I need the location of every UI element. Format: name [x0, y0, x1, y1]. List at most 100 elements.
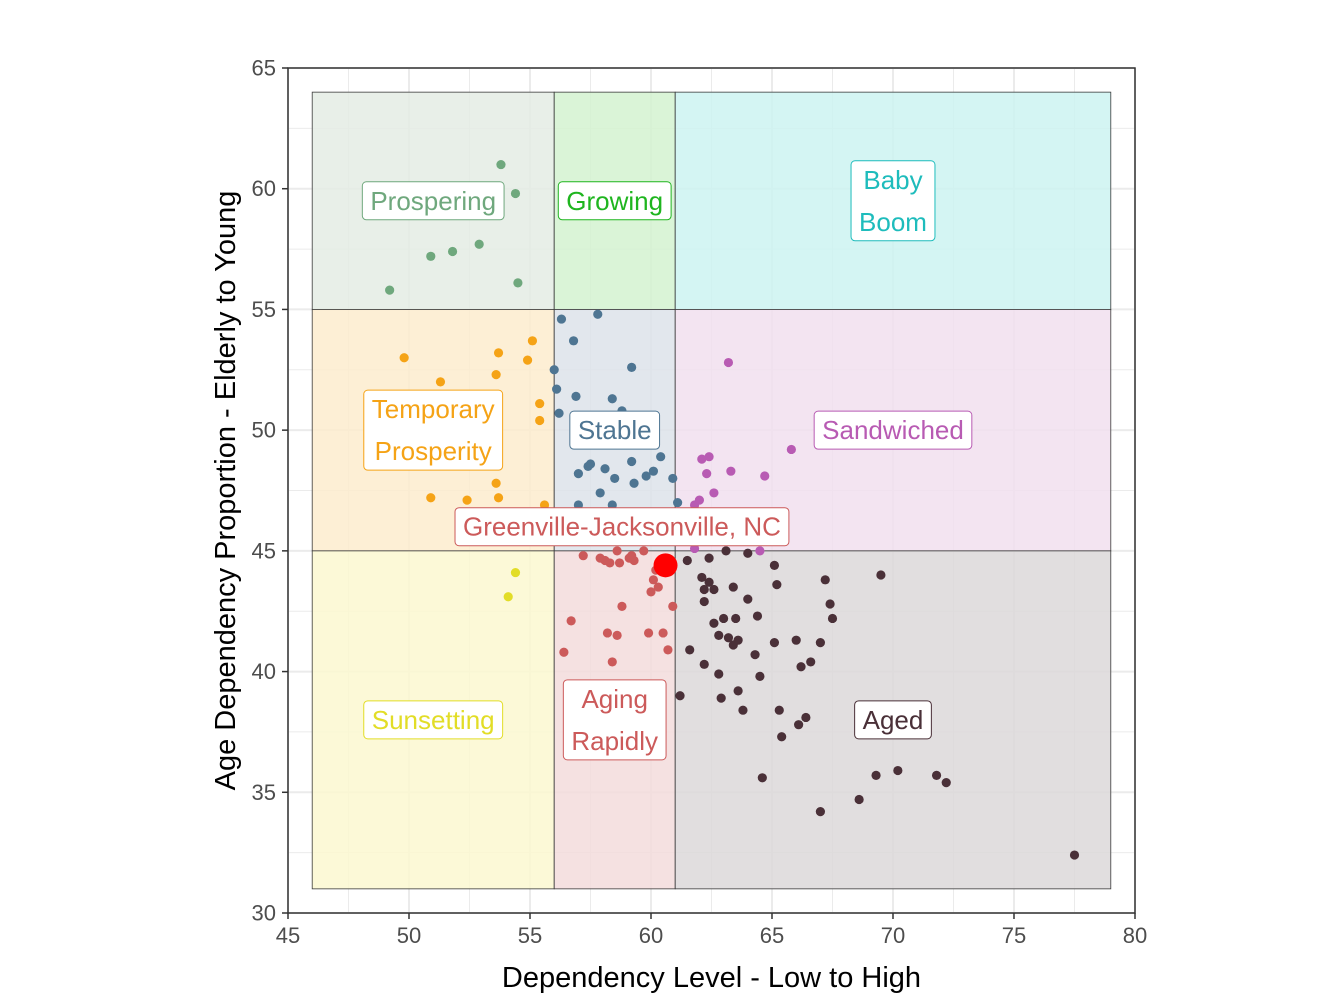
x-tick-label: 80 [1123, 923, 1147, 948]
highlight-point [653, 553, 678, 578]
point-aged [731, 613, 741, 624]
point-aged [733, 686, 743, 696]
point-aged [699, 584, 709, 595]
zone-label-sunsetting-box [363, 700, 504, 740]
point-aging-rapidly [612, 546, 622, 556]
point-aging-rapidly [578, 551, 588, 561]
point-aged [806, 657, 816, 667]
point-aged [757, 773, 767, 783]
zone-label-baby-boom: Baby Boom [850, 160, 936, 242]
point-aged [719, 613, 729, 624]
zone-label-aging-rapidly-text: Rapidly [571, 726, 658, 756]
point-stable [607, 394, 617, 404]
zone-label-temporary-prosperity: Temporary Prosperity [363, 389, 504, 471]
point-aged [733, 635, 743, 645]
zone-label-aging-rapidly-text: Aging [581, 684, 648, 714]
point-prospering [513, 278, 523, 288]
point-aged [716, 693, 726, 703]
point-aged [893, 765, 903, 776]
point-aged [876, 570, 886, 580]
point-aged [704, 553, 714, 563]
point-aging-rapidly [617, 601, 627, 611]
point-aged [714, 630, 724, 640]
point-aging-rapidly [648, 575, 659, 585]
point-stable [641, 471, 651, 481]
point-prospering [496, 159, 506, 170]
point-prospering [385, 285, 395, 295]
point-aged [709, 618, 719, 628]
point-sandwiched [709, 488, 719, 498]
point-sandwiched [702, 469, 712, 479]
zone-label-baby-boom-box [850, 160, 936, 242]
point-aged [772, 580, 782, 590]
zone-label-stable: Stable [569, 410, 661, 450]
point-sandwiched [704, 452, 714, 462]
x-tick-label: 55 [518, 923, 542, 948]
y-axis: 30 35 40 45 50 55 60 65 [252, 56, 288, 926]
x-tick-label: 70 [881, 923, 905, 948]
point-aging-rapidly [639, 546, 649, 556]
point-aged [820, 575, 830, 585]
point-temporary-prosperity [426, 493, 436, 503]
highlight-label-text: Greenville-Jacksonville, NC [463, 512, 781, 542]
highlight-label-box [454, 507, 790, 547]
point-stable [668, 473, 678, 484]
highlight-label: Greenville-Jacksonville, NC [454, 507, 790, 547]
point-aged [685, 645, 695, 655]
x-tick-label: 60 [639, 923, 663, 948]
y-tick-label: 35 [252, 780, 276, 805]
point-aged [714, 669, 724, 679]
zone-label-temporary-prosperity-text: Prosperity [375, 436, 492, 466]
y-tick-label: 65 [252, 56, 276, 81]
point-temporary-prosperity [535, 415, 545, 426]
zone-label-sandwiched: Sandwiched [813, 410, 973, 450]
point-stable [627, 362, 637, 372]
point-aging-rapidly [643, 628, 654, 638]
point-temporary-prosperity [493, 348, 504, 358]
point-aged [791, 635, 801, 645]
point-aged [796, 662, 806, 672]
point-aging-rapidly [612, 630, 622, 640]
zone-label-sandwiched-text: Sandwiched [822, 415, 964, 445]
zone-label-stable-box [569, 410, 661, 450]
point-aged [750, 650, 760, 660]
point-aged [769, 638, 780, 648]
point-aged [697, 572, 707, 583]
point-temporary-prosperity [527, 336, 538, 346]
zone-label-growing: Growing [557, 181, 672, 221]
x-tick-label: 50 [397, 923, 421, 948]
point-aged [721, 546, 731, 556]
point-aged [755, 671, 765, 682]
point-aged [723, 633, 734, 643]
point-aged [699, 596, 709, 607]
point-stable [585, 459, 596, 469]
point-aged [854, 794, 864, 805]
point-aging-rapidly [607, 657, 617, 667]
x-axis-title: Dependency Level - Low to High [502, 962, 921, 994]
point-aged [743, 548, 753, 558]
quadrant-zones [311, 91, 1112, 890]
x-tick-label: 45 [276, 923, 300, 948]
y-tick-label: 60 [252, 176, 276, 201]
point-aged [738, 705, 748, 715]
point-sunsetting [510, 567, 521, 578]
point-stable [648, 466, 659, 476]
point-aged [743, 594, 753, 604]
zone-label-temporary-prosperity-text: Temporary [372, 394, 495, 424]
point-stable [552, 384, 562, 394]
zone-label-sunsetting: Sunsetting [363, 700, 504, 740]
point-aging-rapidly [559, 647, 569, 657]
point-stable [595, 488, 605, 498]
point-stable [629, 478, 639, 488]
point-aging-rapidly [614, 558, 625, 568]
point-stable [568, 336, 579, 346]
point-stable [549, 365, 559, 375]
point-sandwiched [755, 546, 765, 556]
zone-label-baby-boom-text: Baby [863, 165, 922, 195]
zone-label-stable-text: Stable [578, 415, 652, 445]
x-tick-label: 75 [1002, 923, 1026, 948]
point-stable [627, 456, 637, 467]
y-axis-title: Age Dependency Proportion - Elderly to Y… [210, 191, 242, 791]
point-aged [801, 712, 811, 723]
